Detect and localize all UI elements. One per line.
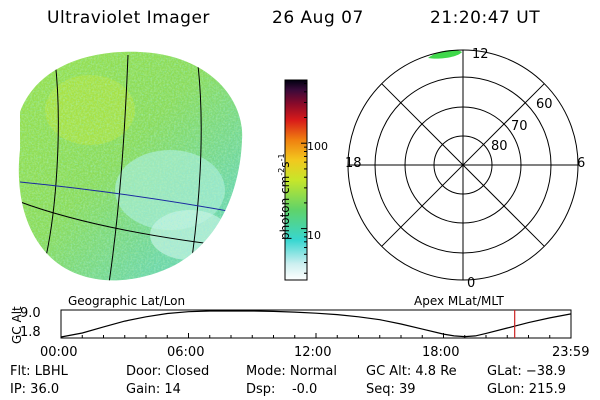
lat-label-70: 70 xyxy=(511,119,528,134)
lat-label-60: 60 xyxy=(536,97,553,112)
lat-label-80: 80 xyxy=(491,139,508,154)
mode-info: Mode: Normal xyxy=(246,364,337,379)
filter-info: Flt: LBHL xyxy=(10,364,68,379)
mlt-label-0: 0 xyxy=(467,276,476,291)
altitude-series-line xyxy=(60,310,572,338)
colorbar-tick-10: 10 xyxy=(307,229,321,242)
time-label: 21:20:47 UT xyxy=(430,8,541,28)
colorbar-label-main: photon cm xyxy=(278,175,292,240)
door-info: Door: Closed xyxy=(126,364,210,379)
colorbar-label-mid: s xyxy=(278,161,292,168)
mlt-label-18: 18 xyxy=(345,156,362,171)
altitude-xtick-1200: 12:00 xyxy=(294,345,332,360)
colorbar-label-exp1: -2 xyxy=(277,167,286,176)
altitude-xtick-0000: 00:00 xyxy=(40,345,78,360)
seq-info: Seq: 39 xyxy=(366,382,416,397)
altitude-xtick-1800: 18:00 xyxy=(422,345,460,360)
gc-alt-info: GC Alt: 4.8 Re xyxy=(366,364,457,379)
colorbar-label-exp2: -1 xyxy=(277,153,286,162)
mlt-label-6: 6 xyxy=(577,156,586,171)
glat-info: GLat: −38.9 xyxy=(487,364,566,379)
ip-info: IP: 36.0 xyxy=(10,382,60,397)
glon-info: GLon: 215.9 xyxy=(487,382,567,397)
colorbar-tick-100: 100 xyxy=(307,140,328,153)
instrument-title: Ultraviolet Imager xyxy=(47,8,210,28)
geo-panel-label: Geographic Lat/Lon xyxy=(68,294,186,308)
dsp-info: Dsp: -0.0 xyxy=(246,382,318,397)
altitude-xtick-0600: 06:00 xyxy=(167,345,205,360)
altitude-ytick-max: 9.0 xyxy=(20,306,41,321)
altitude-xtick-2359: 23:59 xyxy=(552,345,590,360)
apex-panel-label: Apex MLat/MLT xyxy=(414,294,504,308)
altitude-ytick-min: 1.8 xyxy=(20,325,41,340)
date-label: 26 Aug 07 xyxy=(272,8,364,28)
colorbar-label: photon cm-2s-1 xyxy=(275,153,292,240)
gain-info: Gain: 14 xyxy=(126,382,181,397)
aurora-patch xyxy=(428,50,462,59)
mlt-label-12: 12 xyxy=(472,47,489,62)
